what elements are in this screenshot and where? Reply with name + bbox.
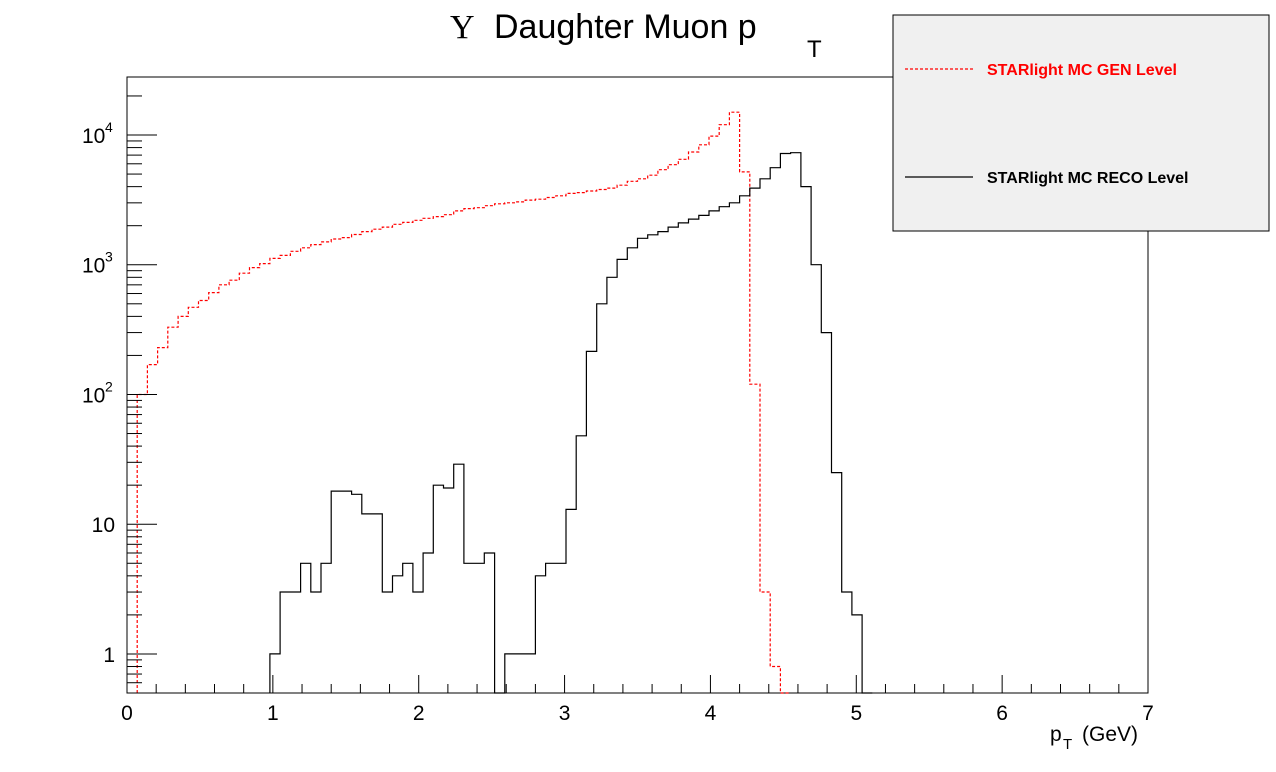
x-tick-label: 2 [413,702,425,725]
y-tick-label: 10 2 [82,378,113,407]
title-subscript: T [807,36,822,63]
x-tick-label: 6 [996,702,1008,725]
y-tick-base: 10 [92,514,115,537]
y-tick-base: 10 [82,384,105,407]
plot-frame [126,76,1149,694]
y-tick-exponent: 4 [105,119,113,135]
legend-label-reco: STARlight MC RECO Level [987,170,1189,187]
x-axis-title: p T (GeV) [1050,723,1138,753]
title-main-text: Daughter Muon p [494,8,757,46]
x-axis-title-unit: (GeV) [1082,723,1138,746]
svg-text:(GeV): (GeV) [1082,723,1138,746]
x-tick-label: 3 [559,702,571,725]
x-tick-label: 1 [267,702,279,725]
y-tick-exponent: 2 [105,378,113,394]
x-axis-title-main: p [1050,723,1062,746]
svg-text:T: T [1063,736,1072,753]
x-axis-title-subscript: T [1063,736,1072,753]
x-tick-label: 7 [1142,702,1154,725]
svg-text:Υ: Υ [450,9,475,46]
y-tick-base: 10 [82,125,105,148]
x-tick-label: 0 [121,702,133,725]
legend-label-gen: STARlight MC GEN Level [987,62,1177,79]
y-tick-base: 10 [82,255,105,278]
svg-text:T: T [807,36,822,63]
svg-text:STARlight MC RECO Level: STARlight MC RECO Level [987,170,1189,187]
legend: STARlight MC GEN Level STARlight MC RECO… [892,14,1270,232]
x-tick-label: 5 [850,702,862,725]
x-tick-label: 4 [705,702,717,725]
y-tick-label: 10 4 [82,119,113,148]
svg-text:p: p [1050,723,1062,746]
y-tick-label: 10 3 [82,249,113,278]
series-line-gen [136,111,791,694]
series-line-reco [269,152,873,694]
y-tick-label: 10 [92,514,115,537]
title-upsilon-symbol: Υ [450,9,475,46]
y-tick-label: 1 [103,644,115,667]
chart-title: Υ Daughter Muon p T [450,8,822,63]
svg-text:Daughter Muon p: Daughter Muon p [494,8,757,46]
y-tick-exponent: 3 [105,249,113,265]
svg-text:STARlight MC GEN Level: STARlight MC GEN Level [987,62,1177,79]
y-tick-base: 1 [103,644,115,667]
legend-box [892,14,1270,232]
